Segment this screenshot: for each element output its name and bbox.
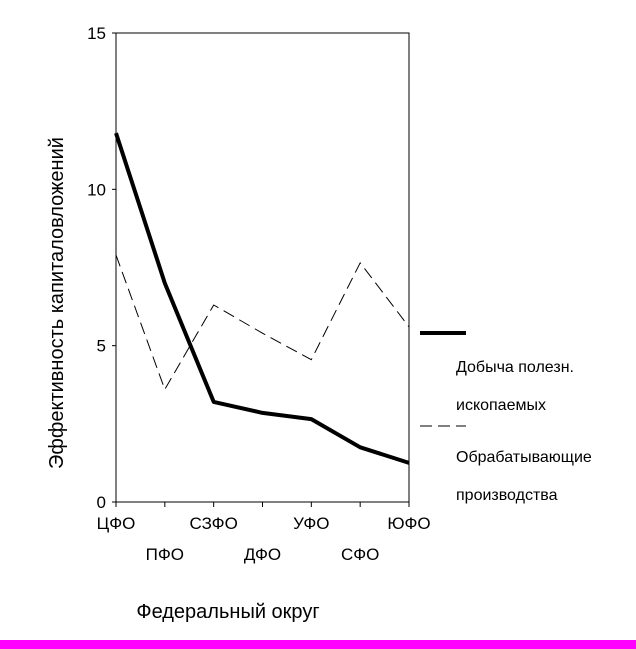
series-layer (114, 132, 410, 465)
y-axis-title: Эффективность капиталовложений (46, 137, 68, 469)
x-axis-title: Федеральный округ (136, 601, 319, 623)
x-tick-label: ЮФО (387, 514, 430, 533)
footer-bar (0, 640, 636, 649)
x-tick-label: СЗФО (190, 514, 238, 533)
x-tick-label: ЦФО (97, 514, 136, 533)
y-tick-label: 0 (97, 493, 106, 512)
y-tick-label: 10 (87, 180, 106, 199)
legend: Добыча полезн. ископаемых Обрабатывающие пр… (420, 331, 592, 504)
axes: 0 5 10 15 ЦФО ПФО СЗФО ДФО УФО СФО ЮФО (87, 24, 431, 564)
x-tick-label: ПФО (146, 545, 184, 564)
series-line-manufacturing (115, 254, 410, 390)
x-tick-label: ДФО (244, 545, 281, 564)
y-tick-label: 15 (87, 24, 106, 43)
legend-label-mining: ископаемых (456, 397, 546, 414)
legend-label-manufacturing: Обрабатывающие (456, 449, 592, 466)
x-tick-label: УФО (293, 514, 329, 533)
legend-label-mining: Добыча полезн. (456, 359, 574, 376)
y-tick-label: 5 (97, 337, 106, 356)
x-tick-label: СФО (341, 545, 379, 564)
legend-label-manufacturing: производства (456, 487, 558, 504)
series-line-mining (114, 132, 410, 465)
